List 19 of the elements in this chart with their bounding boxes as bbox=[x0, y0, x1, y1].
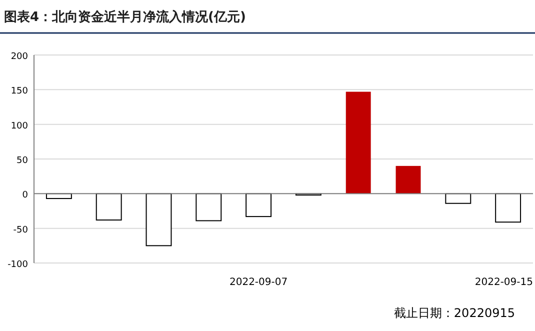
bar bbox=[196, 193, 222, 222]
x-tick-label: 2022-09-15 bbox=[474, 277, 533, 288]
bar bbox=[445, 193, 472, 204]
y-tick-label: 150 bbox=[10, 86, 28, 97]
bar bbox=[346, 92, 371, 194]
bar bbox=[396, 166, 421, 194]
y-tick-label: 100 bbox=[10, 121, 28, 132]
bar bbox=[495, 193, 522, 223]
y-tick-label: -100 bbox=[8, 260, 28, 270]
y-tick-label: 200 bbox=[10, 52, 28, 62]
bar bbox=[96, 193, 122, 221]
y-tick-label: 50 bbox=[16, 156, 28, 166]
x-tick-label: 2022-09-07 bbox=[229, 277, 288, 288]
y-tick-label: 0 bbox=[22, 190, 28, 201]
bar bbox=[146, 193, 172, 246]
text: 截止日期：20220915 bbox=[394, 306, 515, 320]
bar bbox=[246, 193, 272, 218]
chart-title: 图表4：北向资金近半月净流入情况(亿元) bbox=[4, 9, 246, 25]
y-tick-label: -50 bbox=[13, 225, 28, 236]
